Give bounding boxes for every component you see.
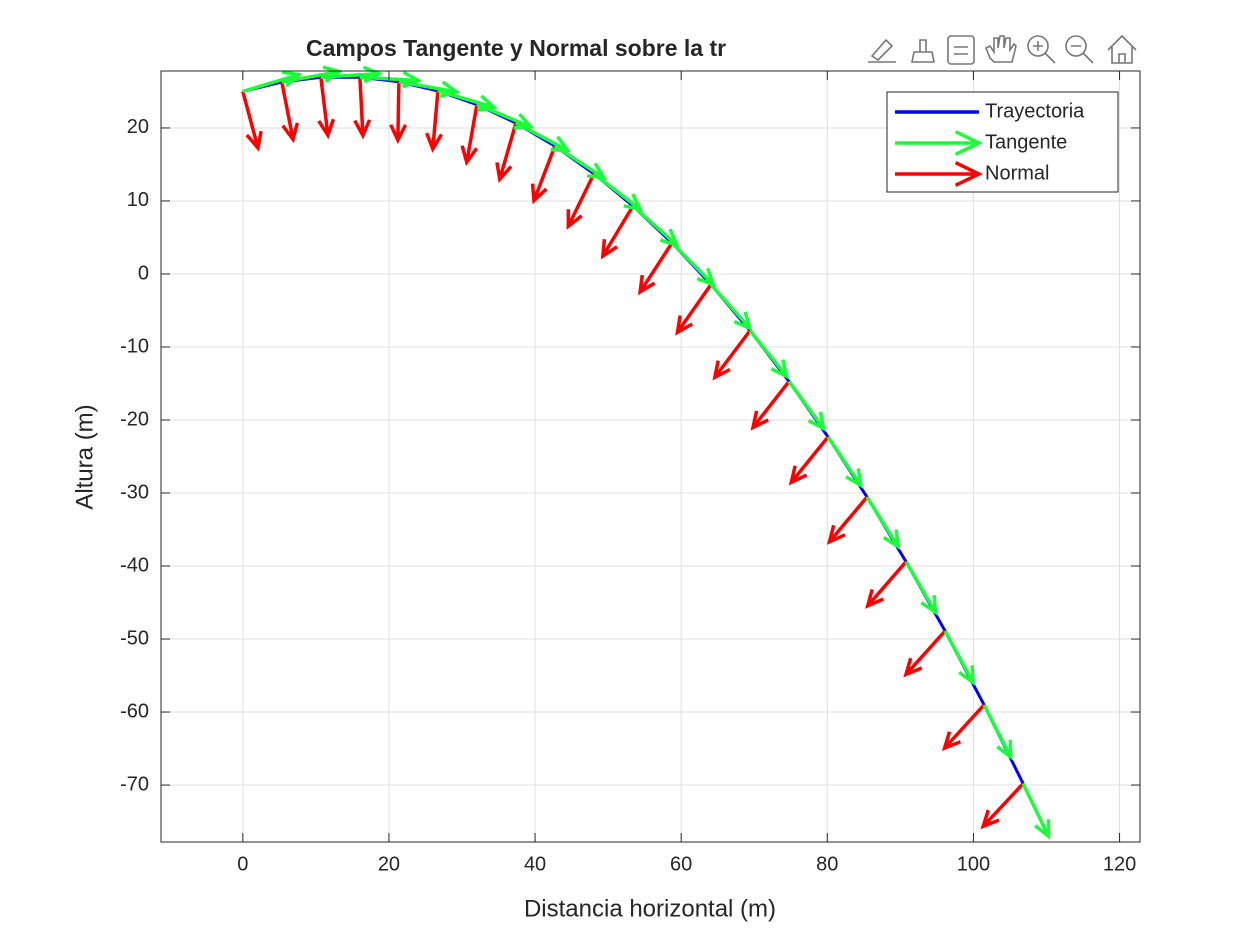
legend-swatch xyxy=(895,161,984,187)
x-tick-label: 20 xyxy=(378,853,400,875)
normal-arrow xyxy=(788,435,830,486)
export-icon[interactable] xyxy=(868,38,896,63)
legend: Trayectoria Tangente Normal xyxy=(886,91,1119,193)
tangent-arrow xyxy=(787,380,826,432)
legend-swatch xyxy=(895,130,984,156)
normal-arrow xyxy=(865,560,908,609)
normal-arrow xyxy=(941,703,986,752)
zoom-out-glyph xyxy=(1071,45,1094,64)
tangent-arrow xyxy=(826,435,864,489)
legend-label: Normal xyxy=(985,162,1049,184)
normal-arrow xyxy=(389,81,408,145)
toolbar xyxy=(860,28,1142,68)
y-tick-label: -30 xyxy=(120,481,149,503)
normal-arrow xyxy=(280,81,300,144)
tangent-arrow xyxy=(553,144,608,181)
tangent-arrow xyxy=(592,172,644,212)
tangent-arrow xyxy=(1021,782,1051,840)
x-axis-label: Distancia horizontal (m) xyxy=(524,895,776,922)
y-tick-label: -60 xyxy=(120,700,149,722)
y-axis-label: Altura (m) xyxy=(71,404,98,509)
ticks: 0 20 40 60 80 100 120 -70 -60 -50 -40 -30 -20 -10 0 10 2… xyxy=(120,71,1140,875)
tangent-arrow xyxy=(242,70,303,94)
normal-arrow xyxy=(530,145,557,205)
x-tick-label: 120 xyxy=(1103,853,1136,875)
zoom-in-glyph xyxy=(1033,41,1056,64)
tangent-arrow xyxy=(437,89,498,112)
normal-arrow xyxy=(750,380,791,431)
y-tick-label: -20 xyxy=(120,408,149,430)
x-tick-label: 60 xyxy=(670,853,692,875)
y-tick-label: -10 xyxy=(120,335,149,357)
normal-arrow xyxy=(317,77,336,140)
plot xyxy=(241,65,1051,840)
legend-label: Tangente xyxy=(985,131,1067,153)
x-tick-label: 100 xyxy=(957,853,990,875)
brush-icon[interactable] xyxy=(911,39,935,63)
tangent-arrow xyxy=(904,560,938,616)
pan-icon[interactable] xyxy=(984,35,1017,63)
y-tick-label: -70 xyxy=(120,773,149,795)
tangent-arrow xyxy=(709,283,753,332)
tangent-arrow xyxy=(982,704,1013,761)
x-tick-label: 40 xyxy=(524,853,546,875)
normal-arrow xyxy=(566,172,596,230)
normal-arrow xyxy=(353,77,372,140)
legend-label: Trayectoria xyxy=(985,100,1085,122)
normal-arrow xyxy=(425,90,443,154)
normal-arrow xyxy=(712,329,752,381)
axes-box xyxy=(160,70,1141,843)
normal-arrow xyxy=(495,122,518,183)
tangent-arrow xyxy=(943,630,975,686)
tangent-arrow xyxy=(748,329,790,380)
tangent-arrow xyxy=(865,496,901,550)
zoom-out-icon[interactable] xyxy=(1065,35,1087,57)
y-tick-label: 20 xyxy=(127,116,149,138)
normal-arrow xyxy=(241,90,263,152)
y-tick-label: 0 xyxy=(138,262,149,284)
datatip-icon[interactable] xyxy=(947,35,975,65)
tangent-arrow xyxy=(631,204,680,248)
normal-arrow xyxy=(826,495,869,545)
normal-arrow xyxy=(980,782,1025,830)
normal-arrow xyxy=(903,629,947,678)
normal-arrow xyxy=(675,283,713,336)
x-tick-label: 0 xyxy=(237,853,248,875)
zoom-in-icon[interactable] xyxy=(1027,35,1049,57)
home-icon[interactable] xyxy=(1107,34,1137,64)
y-tick-label: -40 xyxy=(120,554,149,576)
normal-arrow xyxy=(637,241,674,296)
datatip-lines xyxy=(954,46,968,55)
normal-arrow xyxy=(460,104,479,167)
normal-arrow xyxy=(600,205,635,260)
chart-title: Campos Tangente y Normal sobre la tr xyxy=(306,35,726,61)
y-tick-label: -50 xyxy=(120,627,149,649)
x-tick-label: 80 xyxy=(816,853,838,875)
tangent-arrow xyxy=(476,102,535,130)
tangent-arrow xyxy=(515,121,572,153)
y-tick-label: 10 xyxy=(127,189,149,211)
